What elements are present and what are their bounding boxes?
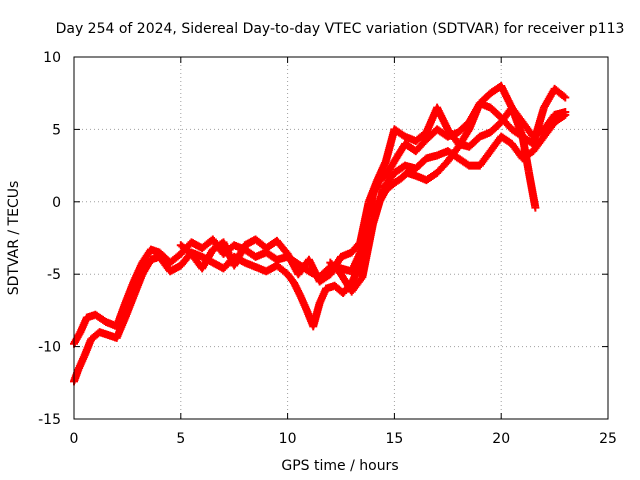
data-point bbox=[272, 261, 291, 277]
data-point bbox=[529, 126, 547, 141]
y-tick-label: 0 bbox=[52, 195, 61, 211]
x-tick-label: 20 bbox=[492, 431, 510, 447]
data-point bbox=[529, 134, 547, 156]
data-point bbox=[373, 158, 390, 185]
data-point bbox=[507, 103, 526, 125]
data-point bbox=[304, 255, 323, 284]
data-point bbox=[531, 203, 540, 212]
data-point bbox=[497, 81, 516, 111]
data-point bbox=[539, 86, 558, 112]
data-point bbox=[454, 154, 472, 169]
y-axis-label: SDTVAR / TECUs bbox=[6, 181, 22, 296]
data-point bbox=[381, 127, 398, 166]
data-point bbox=[347, 274, 366, 296]
y-tick-label: 10 bbox=[43, 50, 61, 66]
x-axis-label: GPS time / hours bbox=[281, 458, 398, 474]
data-point bbox=[539, 112, 558, 134]
data-point bbox=[465, 133, 483, 151]
data-point bbox=[129, 260, 146, 286]
data-point bbox=[138, 247, 154, 267]
data-point bbox=[315, 271, 333, 286]
data-point bbox=[550, 84, 568, 101]
x-tick-label: 15 bbox=[385, 431, 403, 447]
data-point bbox=[475, 148, 494, 170]
data-point bbox=[561, 93, 570, 102]
data-point bbox=[91, 310, 109, 325]
chart-title: Day 254 of 2024, Sidereal Day-to-day VTE… bbox=[56, 21, 625, 37]
grid bbox=[74, 57, 608, 419]
data-point bbox=[486, 103, 504, 121]
data-point bbox=[507, 125, 526, 140]
data-series bbox=[176, 103, 570, 286]
data-point bbox=[379, 170, 398, 192]
data-point bbox=[443, 125, 462, 147]
data-point bbox=[561, 108, 570, 117]
data-point bbox=[364, 177, 381, 206]
data-point bbox=[433, 103, 451, 132]
data-point bbox=[369, 185, 388, 228]
data-point bbox=[486, 119, 504, 137]
data-point bbox=[390, 125, 408, 140]
data-point bbox=[411, 129, 429, 145]
data-point bbox=[347, 257, 366, 287]
data-point bbox=[358, 221, 377, 282]
data-point bbox=[166, 251, 184, 267]
data-point bbox=[283, 249, 302, 277]
data-point bbox=[422, 169, 440, 185]
data-point bbox=[518, 148, 536, 163]
data-point bbox=[326, 254, 345, 279]
data-point bbox=[121, 279, 138, 308]
data-point bbox=[198, 247, 216, 273]
plot-frame bbox=[73, 56, 609, 420]
data-point bbox=[390, 175, 404, 187]
y-tick-label: -5 bbox=[47, 267, 61, 283]
data-point bbox=[176, 241, 194, 257]
data-points bbox=[70, 81, 570, 386]
y-tick-label: -10 bbox=[38, 340, 61, 356]
x-tick-label: 0 bbox=[70, 431, 79, 447]
data-point bbox=[411, 136, 430, 156]
data-point bbox=[524, 168, 540, 210]
y-tick-label: 5 bbox=[52, 122, 61, 138]
data-point bbox=[390, 141, 409, 166]
data-point bbox=[411, 155, 430, 173]
data-point bbox=[337, 270, 355, 294]
data-point bbox=[121, 293, 138, 322]
data-point bbox=[433, 158, 451, 177]
x-tick-label: 25 bbox=[599, 431, 617, 447]
y-tick-label: -15 bbox=[38, 412, 61, 428]
data-point bbox=[443, 147, 461, 162]
data-point bbox=[347, 239, 364, 257]
axis-ticks: 0 5 10 15 20 25 10 5 0 -5 -10 -15 bbox=[38, 50, 617, 447]
data-point bbox=[539, 119, 558, 141]
data-point bbox=[497, 132, 515, 147]
data-point bbox=[230, 242, 248, 270]
x-tick-label: 5 bbox=[176, 431, 185, 447]
data-point bbox=[129, 272, 146, 300]
data-point bbox=[112, 300, 129, 331]
data-point bbox=[465, 101, 484, 134]
x-tick-label: 10 bbox=[279, 431, 297, 447]
data-point bbox=[283, 270, 297, 286]
data-point bbox=[112, 315, 129, 342]
data-point bbox=[356, 199, 373, 247]
data-point bbox=[272, 236, 291, 257]
